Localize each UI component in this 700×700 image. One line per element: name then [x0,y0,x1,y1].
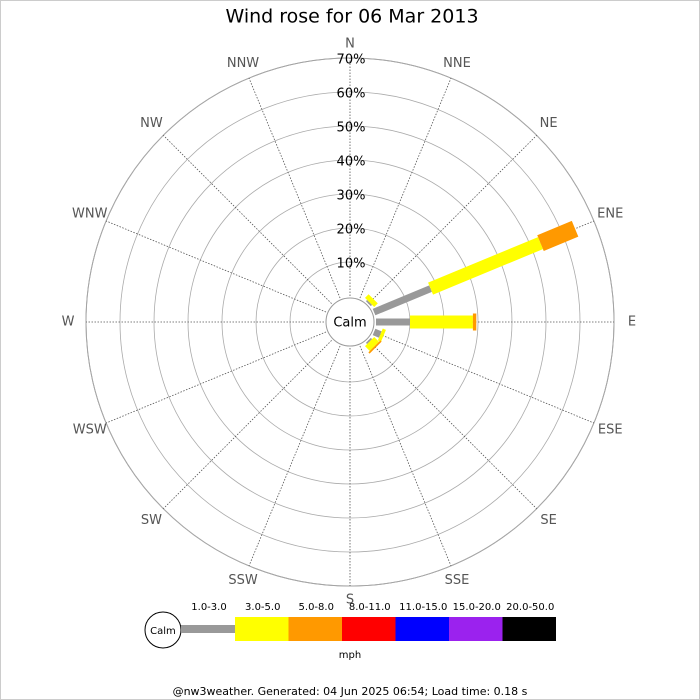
spoke [373,331,595,424]
rose-bar [365,299,373,307]
rose-bar [364,336,379,351]
direction-label: S [346,593,354,608]
rose-bar [377,328,386,342]
ring-label: 50% [337,121,366,136]
spoke [163,340,332,509]
rose-bar [372,328,382,338]
spoke [368,135,537,304]
ring-label: 20% [337,223,366,238]
legend-swatch [288,617,342,641]
direction-label: N [345,37,355,52]
ring-label: 30% [337,189,366,204]
legend-swatch [342,617,396,641]
rose-bar [537,220,579,251]
spoke [359,345,452,567]
direction-label: E [628,315,636,330]
spoke [105,331,327,424]
legend-label: 5.0-8.0 [299,602,334,613]
direction-label: ESE [598,422,623,437]
direction-label: NNE [443,56,471,71]
ring-label: 70% [337,53,366,68]
legend-label: 1.0-3.0 [191,602,226,613]
spoke [368,340,537,509]
spoke [359,77,452,299]
direction-label: SE [540,513,556,528]
chart-title: Wind rose for 06 Mar 2013 [225,6,478,28]
spoke [248,345,341,567]
legend-label: 15.0-20.0 [453,602,501,613]
spoke [248,77,341,299]
direction-label: W [62,315,75,330]
rose-bar [364,294,378,308]
calm-circle [325,297,375,347]
footer: @nw3weather. Generated: 04 Jun 2025 06:5… [173,685,528,698]
rose-bar [428,237,543,295]
spoke [105,220,327,313]
direction-label: WNW [72,207,108,222]
legend-swatch [395,617,449,641]
ring-label: 10% [337,257,366,272]
legend-calm-label: Calm [150,626,176,637]
legend-swatch [181,625,235,633]
ring-label: 60% [337,87,366,102]
legend-label: 3.0-5.0 [245,602,280,613]
legend-swatch [235,617,289,641]
ring-label: 40% [337,155,366,170]
legend-label: 20.0-50.0 [506,602,554,613]
direction-label: SSE [445,573,470,588]
grid-ring [153,125,547,519]
direction-label: NW [140,116,163,131]
legend-label: 8.0-11.0 [349,602,391,613]
rose-bar [365,337,373,345]
spoke [163,135,332,304]
unit-label: mph [339,650,361,661]
rose-bar [372,285,432,316]
direction-label: NE [540,116,558,131]
direction-label: SW [141,513,162,528]
legend-swatch [502,617,556,641]
legend-swatch [449,617,503,641]
calm-label: Calm [333,316,366,331]
rose-bar [368,340,382,354]
direction-label: WSW [73,422,107,437]
legend-label: 11.0-15.0 [399,602,447,613]
direction-label: NNW [227,56,259,71]
direction-label: SSW [228,573,258,588]
direction-label: ENE [597,207,623,222]
